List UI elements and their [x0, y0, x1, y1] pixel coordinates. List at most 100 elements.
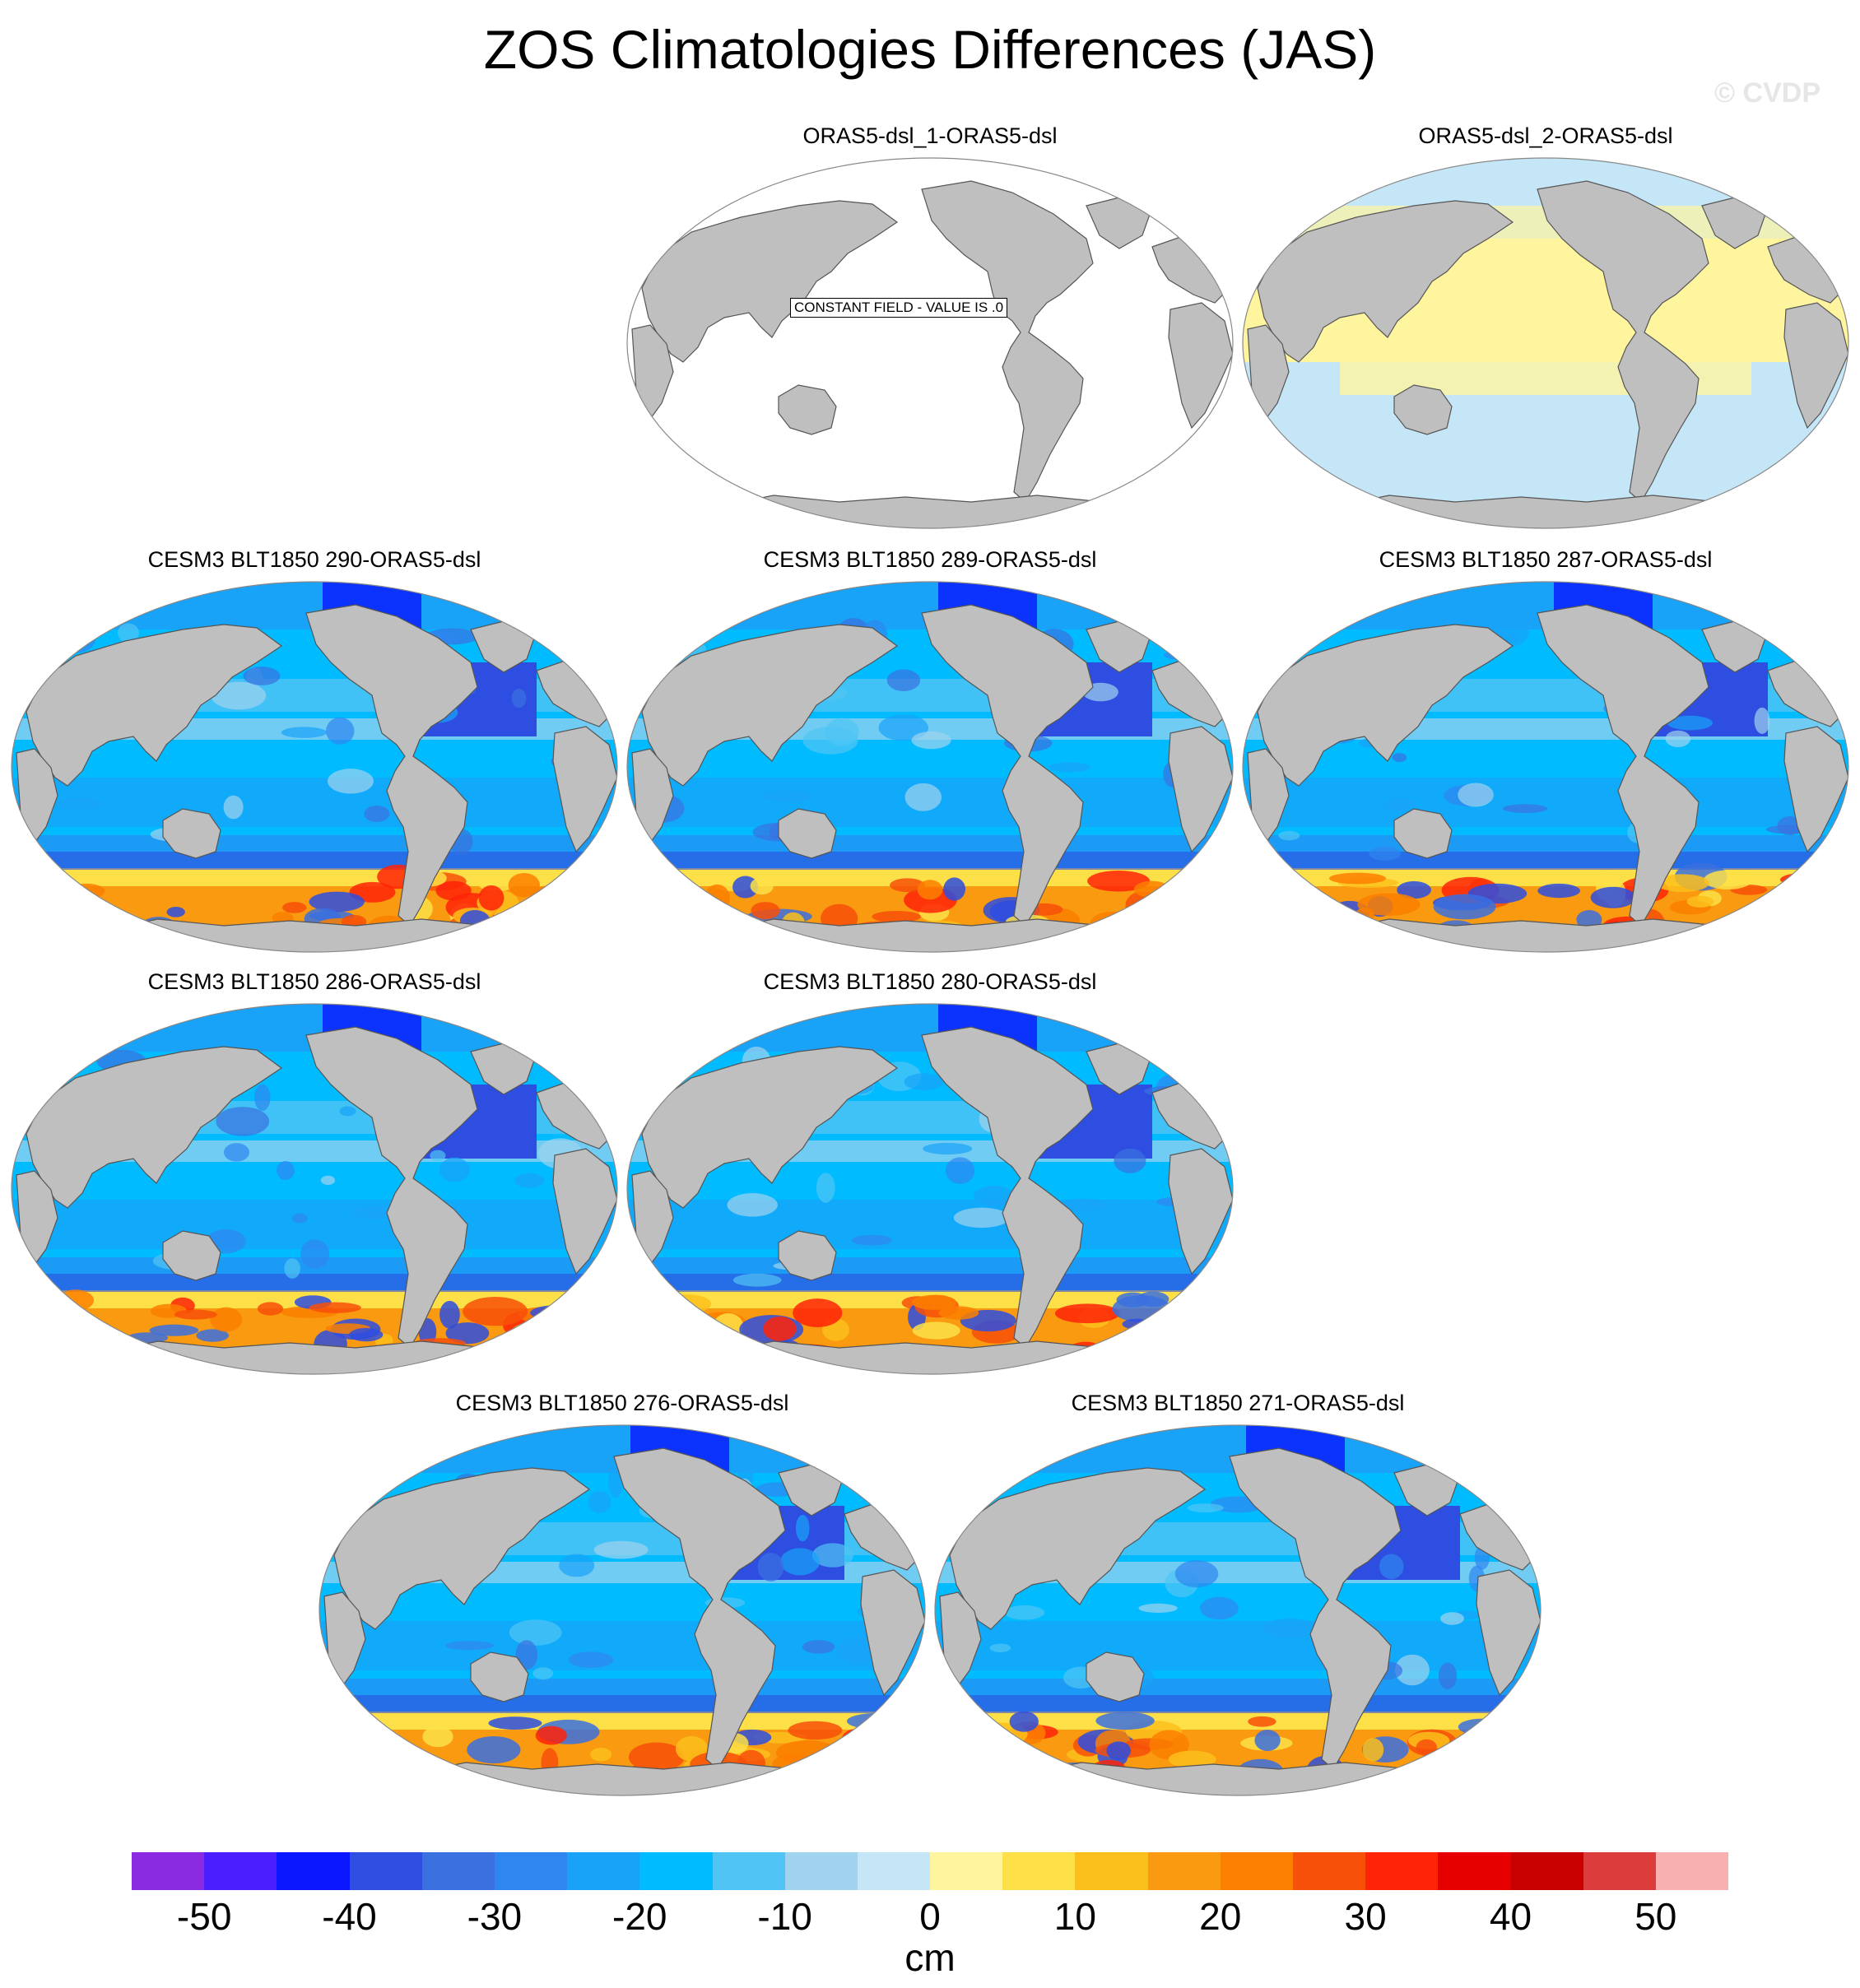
anomaly-patch	[890, 878, 925, 893]
land-americas	[921, 1026, 1094, 1349]
acc-band-blue	[12, 1274, 617, 1292]
anomaly-patch	[1133, 880, 1170, 899]
colorbar-cell	[1220, 1852, 1293, 1890]
map-outline	[934, 1424, 1541, 1796]
land-antarctica	[99, 918, 539, 952]
anomaly-patch	[1058, 1198, 1109, 1211]
anomaly-patch	[633, 902, 669, 929]
anomaly-patch	[1137, 1291, 1169, 1308]
anomaly-patch	[917, 880, 943, 900]
anomaly-patch	[732, 876, 759, 899]
land-asiaEurope	[641, 1046, 899, 1209]
anomaly-patch	[718, 917, 742, 944]
anomaly-patch	[1087, 871, 1151, 892]
land-asiaEurope	[1257, 200, 1514, 363]
world-map	[934, 1424, 1541, 1796]
anomaly-patch	[1416, 1739, 1437, 1755]
anomaly-patch	[816, 1173, 835, 1203]
land-africaR	[1168, 1148, 1233, 1275]
land-americas	[1229, 1447, 1402, 1770]
anomaly-patch	[535, 1726, 567, 1745]
land-africaR	[1476, 1569, 1541, 1697]
land-asiaEurope	[26, 624, 283, 787]
anomaly-patch	[339, 1106, 356, 1117]
anomaly-patch	[1191, 908, 1233, 938]
anomaly-patch	[1187, 1503, 1224, 1513]
colorbar-cell	[1002, 1852, 1076, 1890]
anomaly-patch	[872, 910, 921, 923]
anomaly-patch	[1095, 1712, 1155, 1730]
map-outline	[626, 1003, 1234, 1375]
anomaly-patch	[1222, 1295, 1233, 1317]
colorbar-tick-label: 20	[1199, 1895, 1242, 1938]
anomaly-patch	[445, 1641, 495, 1651]
land-antarctica	[714, 1340, 1155, 1374]
anomaly-patch	[1248, 1716, 1276, 1727]
anomaly-patch	[1168, 1750, 1216, 1768]
anomaly-patch	[833, 1752, 875, 1764]
anomaly-patch	[867, 1716, 925, 1739]
acc-band-blue	[627, 1274, 1233, 1292]
anomaly-patch	[309, 1302, 361, 1313]
anomaly-patch	[1189, 893, 1211, 913]
anomaly-patch	[1467, 1754, 1495, 1776]
anomaly-patch	[1248, 888, 1287, 899]
anomaly-patch	[1254, 1730, 1281, 1751]
anomaly-patch	[1299, 921, 1364, 941]
colorbar-tick-label: 50	[1634, 1895, 1677, 1938]
anomaly-patch	[257, 1302, 284, 1316]
anomaly-patch	[668, 924, 694, 943]
colorbar-cell	[567, 1852, 640, 1890]
panel-title: ORAS5-dsl_2-ORAS5-dsl	[1418, 123, 1673, 148]
anomaly-patch	[1754, 707, 1770, 734]
world-map	[11, 581, 618, 953]
colorbar-cell	[132, 1852, 205, 1890]
panel-title: CESM3 BLT1850 290-ORAS5-dsl	[147, 547, 481, 572]
anomaly-patch	[72, 899, 105, 917]
anomaly-patch	[1328, 872, 1387, 885]
anomaly-patch	[439, 1157, 470, 1182]
anomaly-patch	[1183, 889, 1218, 910]
land-africaR	[1168, 302, 1233, 430]
land-africaR	[552, 1148, 617, 1275]
anomaly-patch	[31, 879, 72, 892]
anomaly-patch	[1590, 886, 1636, 908]
anomaly-patch	[422, 1726, 453, 1748]
acc-band-blue	[319, 1695, 925, 1713]
anomaly-patch	[663, 1294, 712, 1313]
anomaly-patch	[588, 1491, 611, 1513]
southern-band	[627, 1200, 1233, 1249]
panel-title: CESM3 BLT1850 287-ORAS5-dsl	[1379, 547, 1713, 572]
land-australia	[162, 808, 221, 859]
world-map	[626, 581, 1234, 953]
anomaly-patch	[780, 1548, 820, 1576]
anomaly-patch	[643, 1295, 691, 1314]
anomaly-patch	[1355, 907, 1375, 922]
colorbar-cell	[1510, 1852, 1583, 1890]
anomaly-patch	[364, 805, 390, 823]
anomaly-patch	[1440, 1612, 1464, 1625]
anomaly-patch	[911, 731, 951, 750]
colorbar-cell	[421, 1852, 495, 1890]
colorbar-cell	[204, 1852, 277, 1890]
anomaly-patch	[210, 1307, 243, 1332]
anomaly-patch	[627, 883, 692, 895]
anomaly-patch	[284, 1258, 300, 1279]
anomaly-patch	[59, 623, 96, 653]
land-antarctica	[99, 1340, 539, 1374]
anomaly-patch	[277, 1160, 295, 1180]
anomaly-patch	[325, 1730, 373, 1746]
anomaly-patch	[851, 1234, 893, 1246]
anomaly-patch	[1268, 873, 1286, 884]
anomaly-patch	[459, 910, 491, 933]
colorbar-cell	[1583, 1852, 1656, 1890]
anomaly-patch	[1458, 783, 1494, 807]
colorbar-cell	[930, 1852, 1003, 1890]
anomaly-patch	[559, 1554, 595, 1577]
anomaly-patch	[628, 1742, 685, 1772]
anomaly-patch	[772, 1753, 819, 1775]
map-outline	[1242, 157, 1849, 529]
map-outline	[11, 581, 618, 953]
anomaly-patch	[904, 887, 957, 913]
anomaly-patch	[1114, 1148, 1146, 1173]
